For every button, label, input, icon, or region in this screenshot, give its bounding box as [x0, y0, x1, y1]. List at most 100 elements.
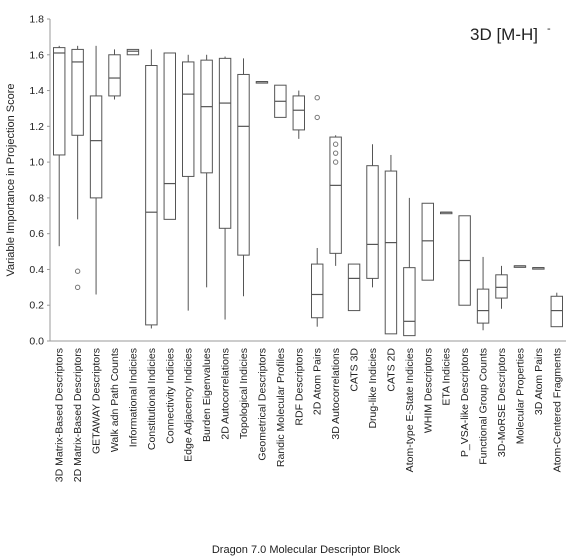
box-iqr — [403, 267, 416, 337]
x-category-label: 2D Matrix-Based Descriptors — [72, 348, 84, 482]
box-iqr — [53, 47, 66, 156]
y-tick-label: 1.8 — [29, 14, 44, 26]
box-group — [126, 48, 140, 56]
chart-title: 3D [M-H] — [470, 25, 538, 44]
x-category-label: Burden Eigenvalues — [201, 348, 213, 442]
box-group — [550, 292, 563, 328]
x-category-label: GETAWAY Descriptors — [91, 348, 103, 454]
outlier-point — [74, 284, 81, 291]
box-iqr — [218, 57, 232, 229]
x-category-label: Constitutional Indicies — [146, 348, 158, 450]
box-iqr — [495, 274, 508, 299]
box-group — [108, 49, 121, 100]
box-group — [421, 202, 434, 281]
box-group — [458, 215, 471, 306]
x-category-label: Functional Group Counts — [478, 348, 490, 465]
box-group — [440, 211, 453, 215]
x-category-label: 2D Autocorrelations — [220, 348, 232, 440]
y-axis-title: Variable Importance in Projection Score — [5, 83, 17, 276]
box-iqr — [347, 263, 361, 312]
box-series — [53, 45, 563, 337]
x-axis-title: Dragon 7.0 Molecular Descriptor Block — [212, 544, 401, 556]
x-category-label: Atom-type E-State Indicies — [404, 348, 416, 472]
box-iqr — [384, 170, 398, 335]
x-category-label: 3D-MoRSE Descriptors — [496, 348, 508, 457]
x-category-label: Atom-Centered Fragments — [551, 348, 563, 472]
outlier-point — [332, 159, 339, 165]
box-iqr — [476, 288, 490, 324]
box-group — [311, 95, 324, 327]
y-tick-label: 1.6 — [29, 49, 44, 61]
y-tick-label: 0.6 — [29, 228, 44, 240]
box-iqr — [292, 95, 305, 131]
y-axis: 0.0 0.2 0.4 0.6 0.8 1.0 1.2 1.4 1.6 1.8 — [29, 14, 51, 348]
box-iqr — [421, 202, 434, 281]
box-group — [329, 135, 342, 266]
x-category-label: RDF Descriptors — [293, 348, 305, 426]
box-iqr — [126, 48, 140, 56]
box-iqr — [366, 165, 379, 279]
x-category-label: 3D Atom Pairs — [533, 348, 545, 415]
x-category-label: CATS 3D — [349, 348, 361, 392]
box-group — [237, 58, 250, 297]
box-iqr — [71, 48, 84, 136]
box-group — [274, 84, 287, 118]
box-iqr — [89, 95, 103, 199]
y-tick-label: 0.4 — [29, 264, 44, 276]
box-group — [384, 154, 398, 335]
outlier-point — [314, 95, 320, 101]
box-group — [89, 45, 103, 295]
x-category-label: Connectivity Indicies — [164, 348, 176, 444]
box-iqr — [311, 263, 324, 319]
x-category-label: Informational Indicies — [127, 348, 139, 447]
outlier-point — [332, 150, 339, 156]
x-category-label: 3D Autocorrelations — [330, 348, 342, 440]
box-iqr — [237, 73, 250, 256]
x-category-label: Molecular Properties — [514, 348, 526, 444]
chart-title-superscript: - — [547, 23, 551, 35]
box-iqr — [550, 295, 563, 328]
x-category-label: Edge Adjacency Indicies — [183, 348, 195, 462]
x-category-label: P_VSA-like Descriptors — [459, 348, 471, 457]
box-group — [366, 144, 379, 288]
x-category-label: Geometrical Descriptors — [256, 348, 268, 461]
box-group — [513, 265, 527, 268]
box-group — [495, 265, 508, 309]
x-category-label: WHIM Descriptors — [422, 348, 434, 433]
x-category-label: ETA Indicies — [441, 348, 453, 406]
x-category-label: Drug-like Indicies — [367, 348, 379, 429]
x-category-label: Walk adn Path Counts — [109, 348, 121, 452]
x-category-label: CATS 2D — [385, 348, 397, 392]
y-tick-label: 0.8 — [29, 192, 44, 204]
y-tick-label: 1.4 — [29, 85, 44, 97]
y-tick-label: 1.2 — [29, 121, 44, 133]
box-iqr — [145, 65, 158, 326]
box-iqr — [200, 59, 213, 174]
box-iqr — [163, 52, 176, 220]
box-iqr — [182, 61, 195, 177]
outlier-point — [74, 268, 81, 274]
box-group — [532, 267, 545, 270]
x-category-label: Randic Molecular Profiles — [275, 348, 287, 467]
box-group — [145, 49, 158, 329]
chart-title-group: 3D [M-H] - — [470, 23, 551, 44]
box-group — [200, 54, 213, 288]
box-group — [403, 197, 416, 337]
box-group — [71, 45, 84, 291]
y-tick-label: 0.0 — [29, 336, 44, 348]
y-tick-label: 1.0 — [29, 157, 44, 169]
box-group — [292, 90, 305, 139]
box-group — [182, 54, 195, 311]
box-group — [347, 263, 361, 312]
outlier-point — [332, 141, 339, 147]
y-tick-label: 0.2 — [29, 300, 44, 312]
box-group — [163, 52, 176, 220]
box-group — [255, 81, 269, 84]
box-group — [53, 45, 66, 247]
box-iqr — [329, 136, 342, 254]
box-iqr — [108, 54, 121, 97]
x-axis: 3D Matrix-Based Descriptors 2D Matrix-Bas… — [50, 340, 566, 482]
box-group — [476, 256, 490, 331]
outlier-point — [314, 114, 320, 121]
